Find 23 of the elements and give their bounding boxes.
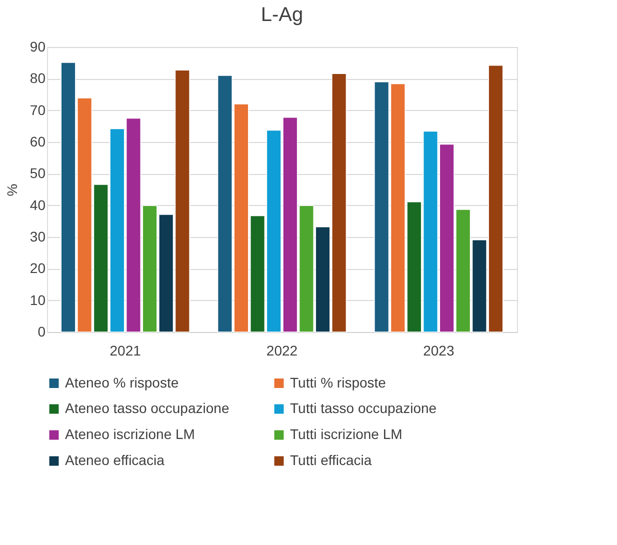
legend-label: Ateneo % risposte [65, 374, 179, 390]
y-tick-label: 20 [30, 260, 46, 276]
x-tick-label: 2022 [266, 342, 298, 358]
chart-title: L-Ag [260, 4, 304, 26]
y-tick-label: 90 [30, 38, 46, 54]
y-axis-title: % [4, 184, 20, 196]
y-tick-label: 0 [38, 324, 46, 340]
y-tick-label: 80 [30, 70, 46, 86]
legend-label: Tutti iscrizione LM [290, 426, 402, 442]
legend-label: Tutti % risposte [290, 374, 386, 390]
x-tick-label: 2021 [110, 342, 142, 358]
y-tick-label: 30 [30, 228, 46, 244]
x-tick-label: 2023 [423, 342, 454, 358]
legend-label: Tutti tasso occupazione [290, 400, 437, 416]
y-tick-label: 60 [30, 134, 46, 150]
y-tick-label: 40 [30, 196, 46, 213]
legend-label: Ateneo tasso occupazione [65, 400, 230, 416]
y-tick-label: 10 [30, 292, 46, 308]
legend-label: Tutti efficacia [290, 452, 372, 468]
y-tick-label: 50 [30, 165, 46, 182]
legend-label: Ateneo iscrizione LM [65, 426, 195, 442]
y-tick-label: 70 [30, 102, 46, 118]
legend-label: Ateneo efficacia [65, 452, 165, 468]
